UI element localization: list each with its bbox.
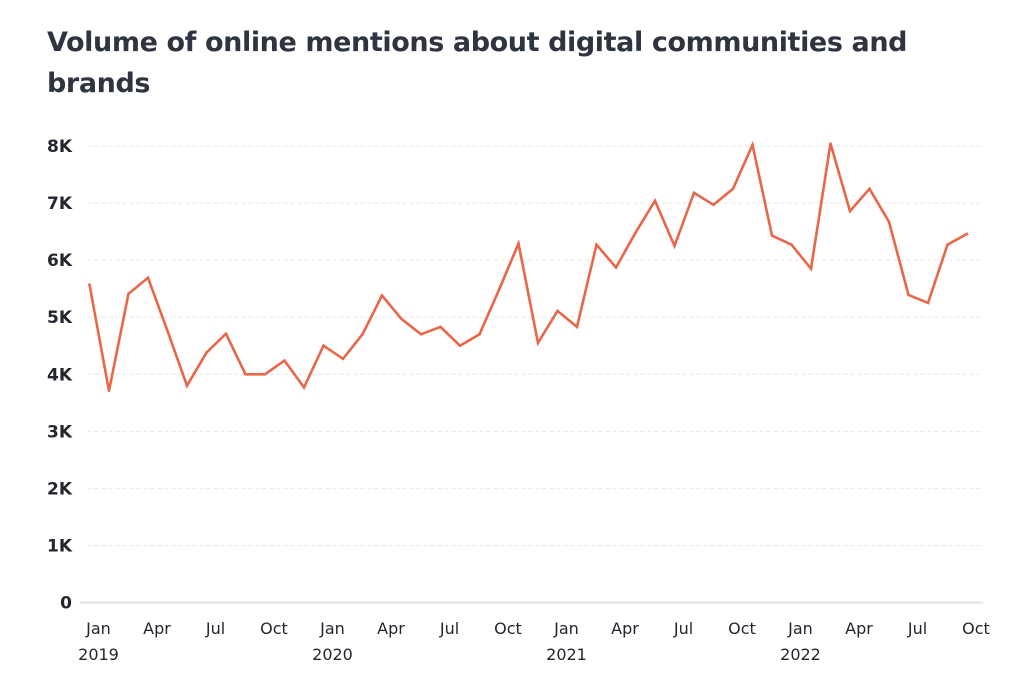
data-point bbox=[224, 332, 228, 336]
y-tick-label: 4K bbox=[47, 365, 73, 385]
x-tick-label: Jan bbox=[787, 619, 813, 638]
x-tick-label: Jan bbox=[319, 619, 345, 638]
x-tick-label: Oct bbox=[962, 619, 990, 638]
x-tick-label: Jul bbox=[439, 619, 459, 638]
data-point bbox=[88, 283, 91, 286]
y-tick-label: 1K bbox=[47, 536, 73, 556]
x-tick-year-label: 2021 bbox=[546, 645, 587, 664]
x-tick-label: Apr bbox=[845, 619, 873, 638]
data-point bbox=[146, 276, 150, 280]
x-tick-label: Jul bbox=[907, 619, 927, 638]
data-point bbox=[341, 357, 345, 361]
data-point bbox=[478, 333, 481, 336]
data-point bbox=[614, 266, 618, 269]
y-tick-label: 5K bbox=[47, 308, 73, 328]
x-tick-label: Apr bbox=[611, 619, 639, 638]
data-point bbox=[926, 301, 930, 305]
x-tick-label: Apr bbox=[143, 619, 171, 638]
data-point bbox=[634, 231, 637, 235]
x-tick-label: Jul bbox=[205, 619, 225, 638]
data-point bbox=[556, 309, 559, 313]
data-point bbox=[907, 293, 910, 297]
x-tick-label: Jul bbox=[673, 619, 693, 638]
data-point bbox=[809, 267, 813, 270]
y-axis: 0 1K 2K 3K 4K 5K 6K 7K 8K bbox=[47, 137, 73, 614]
x-axis: Jan 2019 Apr Jul Oct Jan 2020 Apr Jul Oct Jan 2021 A… bbox=[78, 619, 990, 664]
x-tick-label: Apr bbox=[377, 619, 405, 638]
y-tick-label: 8K bbox=[47, 137, 73, 157]
data-point bbox=[517, 242, 520, 245]
series-line-0 bbox=[88, 140, 969, 392]
data-point bbox=[419, 333, 423, 336]
data-point bbox=[497, 288, 501, 292]
x-tick-label: Oct bbox=[494, 619, 522, 638]
data-point bbox=[712, 203, 715, 207]
data-point bbox=[361, 333, 364, 336]
data-point bbox=[244, 372, 247, 376]
data-point bbox=[751, 143, 754, 147]
data-point bbox=[868, 187, 871, 191]
data-point bbox=[848, 209, 852, 213]
data-point bbox=[790, 243, 793, 247]
data-point bbox=[946, 243, 949, 247]
data-point bbox=[731, 187, 735, 191]
series bbox=[88, 140, 969, 393]
data-point bbox=[322, 344, 325, 348]
data-point bbox=[166, 329, 169, 333]
data-point bbox=[107, 389, 111, 393]
data-point bbox=[185, 384, 189, 387]
data-point bbox=[400, 317, 403, 321]
x-tick-label: Jan bbox=[85, 619, 111, 638]
y-tick-label: 2K bbox=[47, 479, 73, 499]
data-point bbox=[692, 191, 696, 195]
chart-title: Volume of online mentions about digital … bbox=[47, 27, 908, 99]
x-tick-label: Oct bbox=[260, 619, 288, 638]
data-point bbox=[673, 244, 676, 248]
x-tick-label: Jan bbox=[553, 619, 579, 638]
data-point bbox=[829, 142, 832, 146]
data-point bbox=[965, 232, 969, 236]
gridlines bbox=[80, 145, 983, 604]
data-point bbox=[575, 325, 579, 329]
data-point bbox=[653, 199, 657, 203]
data-point bbox=[283, 359, 286, 362]
x-tick-year-label: 2022 bbox=[780, 645, 821, 664]
y-tick-label: 7K bbox=[47, 194, 73, 214]
data-point bbox=[770, 234, 774, 237]
x-tick-label: Oct bbox=[728, 619, 756, 638]
data-point bbox=[536, 341, 540, 345]
data-point bbox=[205, 351, 208, 354]
data-point bbox=[439, 325, 442, 329]
data-point bbox=[127, 292, 130, 296]
x-tick-year-label: 2020 bbox=[312, 645, 353, 664]
x-tick-year-label: 2019 bbox=[78, 645, 119, 664]
data-point bbox=[302, 386, 306, 389]
data-point bbox=[595, 243, 598, 247]
data-point bbox=[263, 372, 267, 376]
y-tick-label: 3K bbox=[47, 422, 73, 442]
y-tick-label: 6K bbox=[47, 251, 73, 271]
data-point bbox=[380, 294, 384, 297]
data-point bbox=[458, 344, 462, 348]
y-tick-label: 0 bbox=[60, 594, 72, 614]
data-point bbox=[887, 220, 891, 224]
